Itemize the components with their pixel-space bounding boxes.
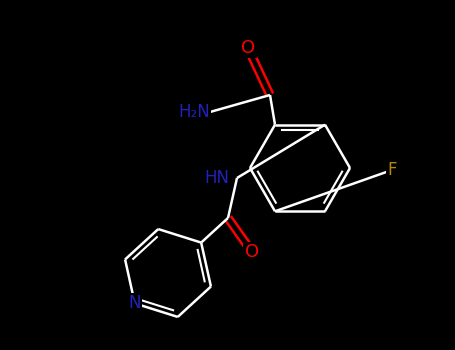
Text: O: O <box>245 243 259 261</box>
Text: H₂N: H₂N <box>178 103 210 121</box>
Text: F: F <box>387 161 397 179</box>
Text: O: O <box>241 39 255 57</box>
Text: HN: HN <box>204 169 229 187</box>
Text: N: N <box>129 294 141 313</box>
